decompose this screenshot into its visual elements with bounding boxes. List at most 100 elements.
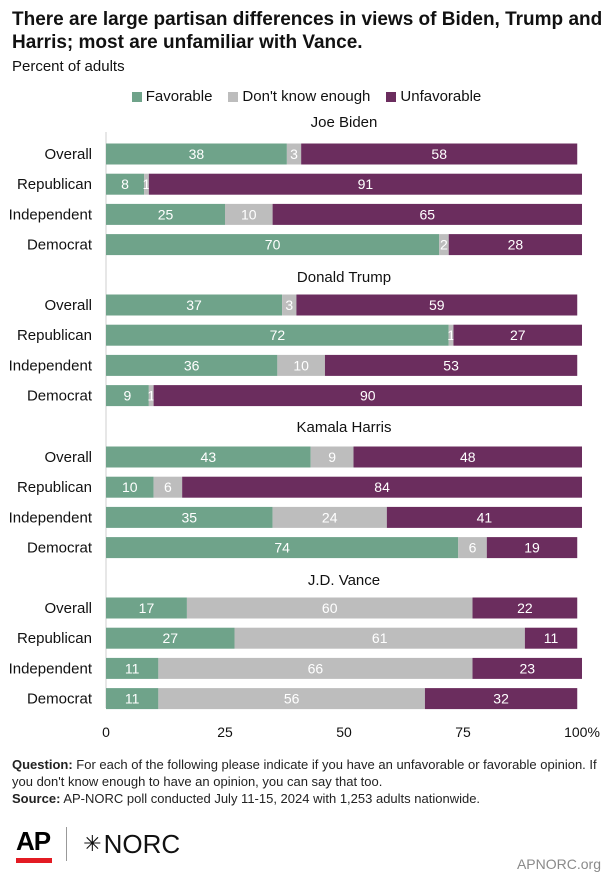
bar-segment bbox=[106, 173, 145, 195]
data-label: 1 bbox=[147, 388, 155, 404]
bar-segment bbox=[277, 354, 325, 376]
source-note: Source: AP-NORC poll conducted July 11-1… bbox=[12, 790, 602, 807]
data-label: 3 bbox=[285, 297, 293, 313]
asterisk-icon: ✳ bbox=[83, 831, 102, 856]
bar-segment bbox=[225, 203, 273, 225]
row-label: Democrat bbox=[27, 691, 93, 708]
row-label: Overall bbox=[44, 449, 92, 466]
bar-segment bbox=[186, 597, 473, 619]
bar-segment bbox=[448, 324, 454, 346]
footnote: Question: For each of the following plea… bbox=[12, 756, 602, 807]
bar-segment bbox=[106, 537, 459, 559]
bar-segment bbox=[106, 385, 149, 407]
row-label: Republican bbox=[17, 176, 92, 193]
data-label: 58 bbox=[431, 146, 447, 162]
legend-swatch-favorable bbox=[131, 91, 142, 102]
row-label: Republican bbox=[17, 630, 92, 647]
bar-segment bbox=[106, 597, 187, 619]
group-title: Joe Biden bbox=[311, 114, 378, 131]
x-tick-label: 50 bbox=[336, 724, 352, 740]
row-label: Independent bbox=[9, 509, 93, 526]
row-label: Overall bbox=[44, 297, 92, 314]
question-note: Question: For each of the following plea… bbox=[12, 756, 602, 790]
group-title: Donald Trump bbox=[297, 269, 391, 286]
bar-segment bbox=[106, 688, 159, 710]
norc-logo: ✳ NORC bbox=[83, 829, 180, 860]
bar-segment bbox=[106, 234, 440, 256]
data-label: 41 bbox=[477, 509, 493, 525]
source-text: AP-NORC poll conducted July 11-15, 2024 … bbox=[63, 791, 481, 806]
legend-swatch-dont-know bbox=[228, 91, 239, 102]
data-label: 60 bbox=[322, 600, 338, 616]
data-label: 28 bbox=[508, 237, 524, 253]
data-label: 72 bbox=[270, 327, 286, 343]
data-label: 38 bbox=[189, 146, 205, 162]
bar-segment bbox=[324, 354, 578, 376]
data-label: 9 bbox=[124, 388, 132, 404]
legend-item-dont-know: Don't know enough bbox=[228, 88, 370, 105]
bar-segment bbox=[272, 203, 582, 225]
data-label: 10 bbox=[293, 357, 309, 373]
bar-segment bbox=[439, 234, 449, 256]
data-label: 3 bbox=[290, 146, 298, 162]
bar-segment bbox=[486, 537, 578, 559]
data-label: 22 bbox=[517, 600, 533, 616]
row-label: Republican bbox=[17, 327, 92, 344]
data-label: 11 bbox=[125, 660, 140, 676]
row-label: Republican bbox=[17, 479, 92, 496]
data-label: 2 bbox=[440, 237, 448, 253]
bar-segment bbox=[472, 657, 582, 679]
bar-segment bbox=[158, 688, 425, 710]
data-label: 8 bbox=[121, 176, 129, 192]
data-label: 59 bbox=[429, 297, 445, 313]
bar-segment bbox=[148, 173, 582, 195]
site-url: APNORC.org bbox=[516, 856, 601, 872]
legend-swatch-unfavorable bbox=[386, 91, 397, 102]
data-label: 19 bbox=[524, 540, 540, 556]
bar-segment bbox=[524, 627, 578, 649]
ap-logo: AP bbox=[16, 825, 52, 863]
bar-segment bbox=[106, 657, 159, 679]
data-label: 24 bbox=[322, 509, 338, 525]
chart-subtitle: Percent of adults bbox=[12, 58, 125, 75]
data-label: 65 bbox=[420, 206, 436, 222]
bar-segment bbox=[301, 143, 578, 165]
logos: AP ✳ NORC bbox=[16, 822, 180, 866]
row-label: Independent bbox=[9, 357, 93, 374]
bar-segment bbox=[286, 143, 302, 165]
row-label: Democrat bbox=[27, 237, 93, 254]
bar-segment bbox=[282, 294, 297, 316]
legend: Favorable Don't know enough Unfavorable bbox=[0, 88, 613, 105]
source-label: Source: bbox=[12, 791, 61, 806]
bar-segment bbox=[106, 627, 235, 649]
legend-label-unfavorable: Unfavorable bbox=[400, 88, 482, 105]
row-label: Democrat bbox=[27, 388, 93, 405]
bar-segment bbox=[106, 203, 225, 225]
data-label: 66 bbox=[308, 660, 324, 676]
data-label: 25 bbox=[158, 206, 174, 222]
group-title: J.D. Vance bbox=[308, 572, 380, 589]
data-label: 43 bbox=[201, 449, 217, 465]
row-label: Independent bbox=[9, 660, 93, 677]
bar-segment bbox=[106, 294, 283, 316]
data-label: 36 bbox=[184, 357, 200, 373]
x-tick-label: 100% bbox=[564, 724, 600, 740]
bar-segment bbox=[106, 354, 278, 376]
data-label: 84 bbox=[374, 479, 390, 495]
row-label: Independent bbox=[9, 206, 93, 223]
data-label: 17 bbox=[139, 600, 155, 616]
x-tick-label: 75 bbox=[455, 724, 471, 740]
bar-segment bbox=[106, 476, 154, 498]
ap-logo-text: AP bbox=[16, 825, 51, 856]
bar-segment bbox=[234, 627, 525, 649]
data-label: 1 bbox=[447, 327, 455, 343]
data-label: 27 bbox=[162, 630, 178, 646]
bar-segment bbox=[458, 537, 487, 559]
bar-segment bbox=[106, 143, 287, 165]
data-label: 11 bbox=[544, 630, 559, 646]
data-label: 74 bbox=[274, 540, 290, 556]
bar-segment bbox=[182, 476, 582, 498]
legend-item-favorable: Favorable bbox=[131, 88, 212, 105]
data-label: 6 bbox=[164, 479, 172, 495]
